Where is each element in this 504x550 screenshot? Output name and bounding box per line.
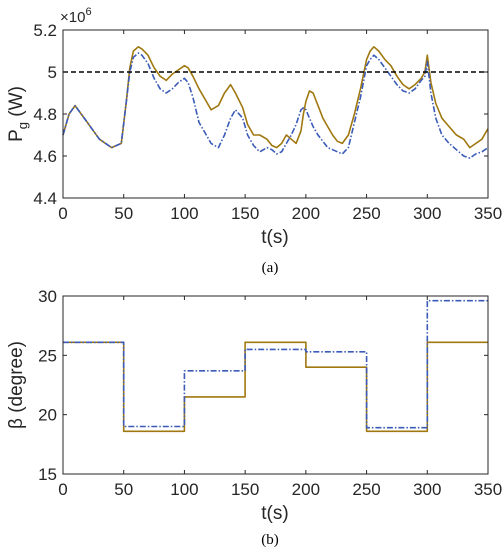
panel-b-ticks: 0 50 100 150 200 250 300 350 15 20 25 30 <box>38 287 502 499</box>
panel-a-x-axis-label: t(s) <box>261 227 288 248</box>
panel-b-axes-box <box>62 295 489 475</box>
panel-a-x-tick-label: 50 <box>114 204 133 223</box>
panel-b-x-tick-label: 250 <box>352 480 380 499</box>
panel-a-x-tick-label: 350 <box>474 204 502 223</box>
panel-b-x-axis-label: t(s) <box>261 503 288 524</box>
panel-a-caption: (a) <box>262 260 279 276</box>
panel-b-y-tick-label: 25 <box>38 346 57 365</box>
panel-b-y-axis-label: β (degree) <box>6 341 27 429</box>
panel-a-y-tick-label: 5 <box>48 63 57 82</box>
panel-a-y-tick-label: 4.6 <box>33 147 57 166</box>
panel-a-y-axis-label: Pg (W) <box>6 86 30 142</box>
panel-a-y-tick-label: 5.2 <box>33 21 57 40</box>
panel-b-x-tick-label: 150 <box>231 480 259 499</box>
panel-b-caption: (b) <box>261 532 279 548</box>
panel-a-y-tick-label: 4.4 <box>33 189 57 208</box>
panel-b-series-group <box>63 299 488 433</box>
panel-b-x-tick-label: 0 <box>58 480 67 499</box>
panel-b-y-tick-label: 30 <box>38 287 57 306</box>
panel-a-x-tick-label: 250 <box>352 204 380 223</box>
panel-a-x-tick-label: 200 <box>292 204 320 223</box>
panel-a-plot-area <box>63 30 488 198</box>
panel-a-y-multiplier: ×106 <box>60 6 92 26</box>
panel-b-y-tick-label: 20 <box>38 406 57 425</box>
panel-b-pitch-chart: 0 50 100 150 200 250 300 350 15 20 25 30 β (degree)… <box>6 287 502 548</box>
panel-a-series-line-1 <box>62 46 489 149</box>
panel-a-ticks: 0 50 100 150 200 250 300 350 4.4 4.6 4.8 5 5.2 <box>33 21 502 223</box>
panel-b-series-line-2 <box>63 299 488 429</box>
panel-a-x-tick-label: 150 <box>231 204 259 223</box>
panel-a-series-group <box>62 46 489 159</box>
panel-a-series-line-2 <box>62 52 489 159</box>
panel-b-x-tick-label: 50 <box>114 480 133 499</box>
panel-b-x-tick-label: 100 <box>170 480 198 499</box>
panel-b-series-line-1 <box>63 341 488 433</box>
panel-b-x-tick-label: 350 <box>474 480 502 499</box>
panel-b-x-tick-label: 200 <box>292 480 320 499</box>
panel-a-x-tick-label: 0 <box>58 204 67 223</box>
panel-a-y-tick-label: 4.8 <box>33 105 57 124</box>
panel-b-x-tick-label: 300 <box>413 480 441 499</box>
panel-b-plot-area <box>63 296 488 474</box>
panel-b-y-tick-label: 15 <box>38 465 57 484</box>
panel-a-x-tick-label: 100 <box>170 204 198 223</box>
panel-a-x-tick-label: 300 <box>413 204 441 223</box>
